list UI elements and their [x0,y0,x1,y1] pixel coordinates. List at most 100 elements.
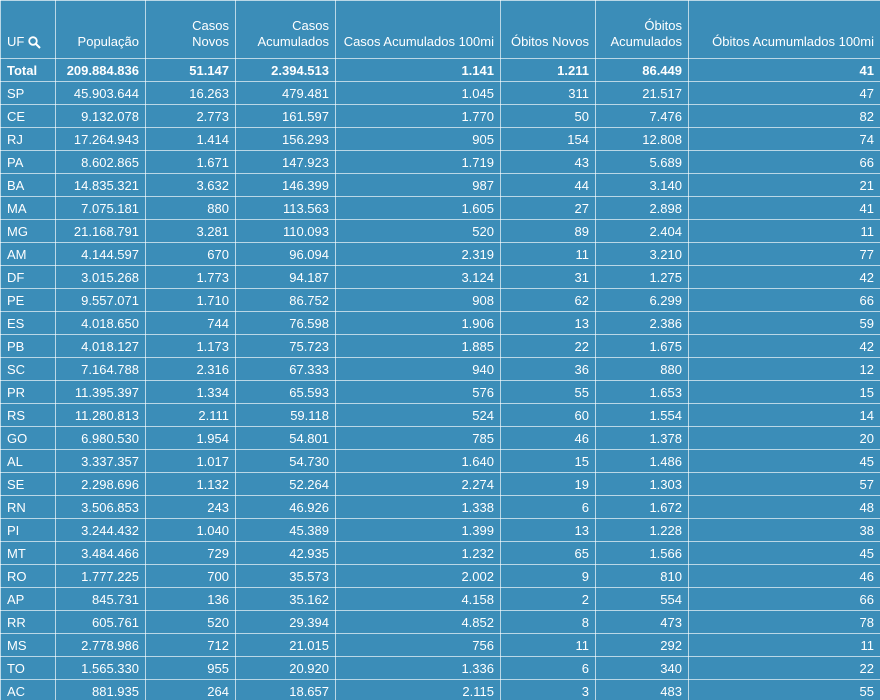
value-cell: 27 [500,196,596,220]
column-header[interactable]: Casos Acumulados 100mi [335,0,501,59]
value-cell: 2.115 [335,679,501,700]
column-header[interactable]: Óbitos Acumumlados 100mi [688,0,880,59]
value-cell: 2.778.986 [55,633,146,657]
value-cell: 51.147 [145,58,236,82]
value-cell: 67.333 [235,357,336,381]
value-cell: 3.632 [145,173,236,197]
value-cell: 89 [500,219,596,243]
data-row: MA 7.075.181 880 113.563 1.605 27 2.898 41 [0,196,880,220]
column-label: Óbitos Novos [510,34,589,49]
value-cell: 1.228 [595,518,689,542]
value-cell: 905 [335,127,501,151]
value-cell: 1.773 [145,265,236,289]
value-cell: 45 [688,541,880,565]
data-row: SE 2.298.696 1.132 52.264 2.274 19 1.303 57 [0,472,880,496]
value-cell: 1.334 [145,380,236,404]
value-cell: 59.118 [235,403,336,427]
value-cell: 1.275 [595,265,689,289]
value-cell: 94.187 [235,265,336,289]
value-cell: 880 [595,357,689,381]
value-cell: 2.002 [335,564,501,588]
column-header[interactable]: Óbitos Acumulados [595,0,689,59]
value-cell: 46 [688,564,880,588]
column-label: Óbitos Acumulados [610,18,682,49]
uf-cell: MT [0,541,56,565]
column-header[interactable]: População [55,0,146,59]
value-cell: 292 [595,633,689,657]
value-cell: 45 [688,449,880,473]
data-row: MT 3.484.466 729 42.935 1.232 65 1.566 45 [0,541,880,565]
value-cell: 54.801 [235,426,336,450]
value-cell: 46.926 [235,495,336,519]
uf-cell: PR [0,380,56,404]
value-cell: 1.173 [145,334,236,358]
value-cell: 6 [500,495,596,519]
value-cell: 1.414 [145,127,236,151]
value-cell: 4.158 [335,587,501,611]
value-cell: 340 [595,656,689,680]
value-cell: 2.316 [145,357,236,381]
table-body: Total 209.884.836 51.147 2.394.513 1.141 1.21… [0,58,880,700]
value-cell: 520 [145,610,236,634]
value-cell: 1.132 [145,472,236,496]
value-cell: 1.017 [145,449,236,473]
value-cell: 15 [688,380,880,404]
data-row: RO 1.777.225 700 35.573 2.002 9 810 46 [0,564,880,588]
data-row: PE 9.557.071 1.710 86.752 908 62 6.299 66 [0,288,880,312]
uf-cell: PE [0,288,56,312]
value-cell: 1.719 [335,150,501,174]
uf-cell: PB [0,334,56,358]
column-label: Óbitos Acumumlados 100mi [712,34,874,49]
value-cell: 6 [500,656,596,680]
value-cell: 62 [500,288,596,312]
value-cell: 2.319 [335,242,501,266]
value-cell: 146.399 [235,173,336,197]
value-cell: 908 [335,288,501,312]
value-cell: 881.935 [55,679,146,700]
value-cell: 43 [500,150,596,174]
uf-cell: AL [0,449,56,473]
search-icon[interactable] [28,35,42,49]
value-cell: 41 [688,58,880,82]
column-header[interactable]: Casos Novos [145,0,236,59]
value-cell: 66 [688,150,880,174]
uf-cell: SE [0,472,56,496]
value-cell: 46 [500,426,596,450]
value-cell: 86.752 [235,288,336,312]
value-cell: 7.164.788 [55,357,146,381]
value-cell: 1.675 [595,334,689,358]
value-cell: 243 [145,495,236,519]
value-cell: 44 [500,173,596,197]
data-row: RS 11.280.813 2.111 59.118 524 60 1.554 14 [0,403,880,427]
value-cell: 1.653 [595,380,689,404]
value-cell: 1.671 [145,150,236,174]
value-cell: 45.903.644 [55,81,146,105]
column-header[interactable]: UF [0,0,56,59]
column-header[interactable]: Casos Acumulados [235,0,336,59]
value-cell: 35.162 [235,587,336,611]
value-cell: 4.144.597 [55,242,146,266]
column-header[interactable]: Óbitos Novos [500,0,596,59]
value-cell: 6.299 [595,288,689,312]
value-cell: 1.605 [335,196,501,220]
uf-cell: RJ [0,127,56,151]
data-row: PI 3.244.432 1.040 45.389 1.399 13 1.228 38 [0,518,880,542]
value-cell: 35.573 [235,564,336,588]
data-row: RR 605.761 520 29.394 4.852 8 473 78 [0,610,880,634]
value-cell: 66 [688,587,880,611]
value-cell: 113.563 [235,196,336,220]
value-cell: 20.920 [235,656,336,680]
value-cell: 11 [500,633,596,657]
value-cell: 1.565.330 [55,656,146,680]
value-cell: 110.093 [235,219,336,243]
data-row: PA 8.602.865 1.671 147.923 1.719 43 5.689 66 [0,150,880,174]
uf-cell: SP [0,81,56,105]
value-cell: 524 [335,403,501,427]
data-row: MG 21.168.791 3.281 110.093 520 89 2.404 11 [0,219,880,243]
column-label: Casos Acumulados 100mi [343,34,494,49]
value-cell: 576 [335,380,501,404]
data-row: ES 4.018.650 744 76.598 1.906 13 2.386 59 [0,311,880,335]
value-cell: 2.298.696 [55,472,146,496]
